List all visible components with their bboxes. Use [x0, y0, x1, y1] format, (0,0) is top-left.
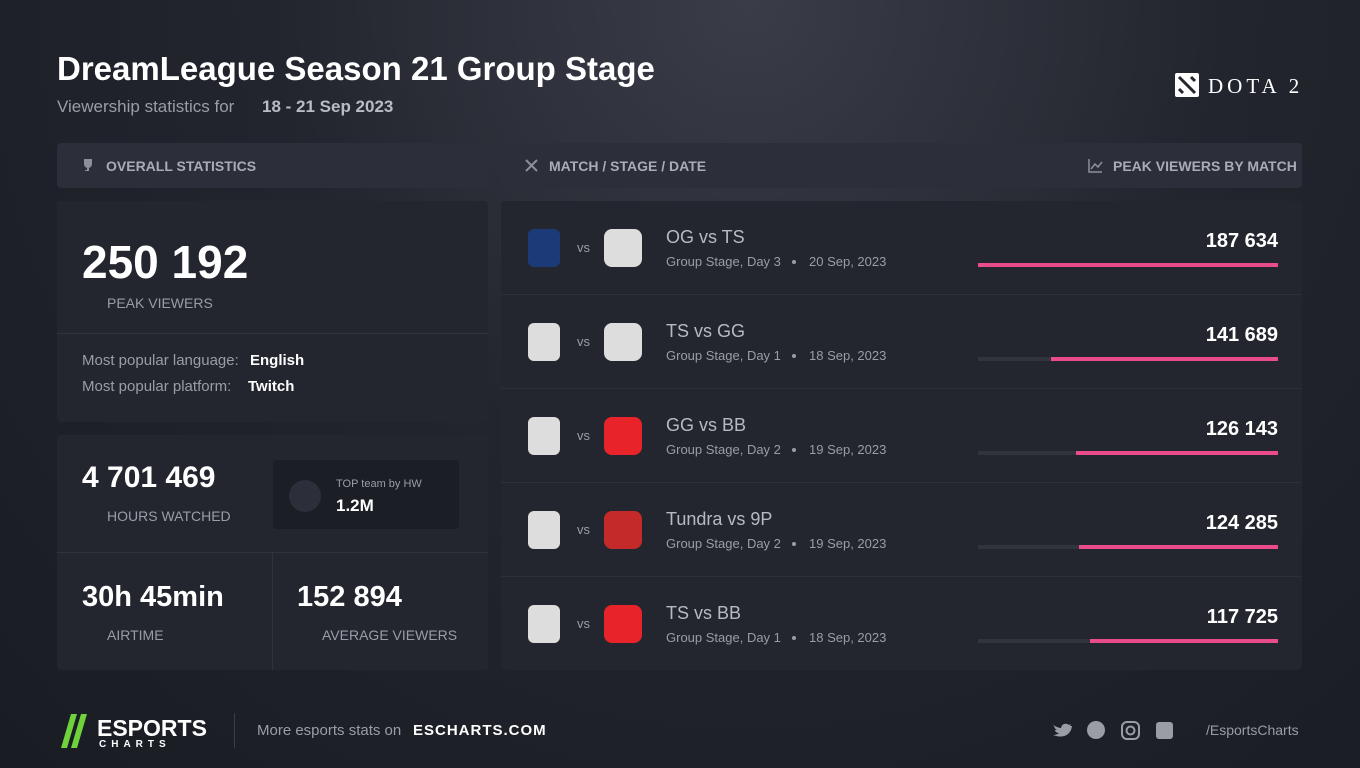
match-row: vs OG vs TS Group Stage, Day 3 20 Sep, 2023… — [501, 201, 1302, 295]
match-row: vs Tundra vs 9P Group Stage, Day 2 19 Sep, … — [501, 483, 1302, 577]
peak-card: 250 192 PEAK VIEWERS Most popular langua… — [57, 201, 488, 422]
brand-logo — [61, 714, 87, 748]
brand: ESPORTS — [97, 715, 207, 741]
hours-label: HOURS WATCHED — [107, 508, 231, 524]
top-team-label: TOP team by HW — [336, 478, 422, 490]
hours-value: 4 701 469 — [82, 461, 216, 494]
team-logo — [528, 323, 560, 361]
match-title: TS vs BB — [666, 603, 742, 623]
bar — [978, 263, 1278, 267]
match-stage: Group Stage, Day 1 — [666, 630, 781, 645]
handle: /EsportsCharts — [1206, 722, 1299, 738]
platform-label: Most popular platform: — [82, 378, 232, 395]
site-link[interactable]: ESCHARTS.COM — [413, 722, 547, 739]
title: DreamLeague Season 21 Group Stage — [57, 50, 655, 87]
overall-header: OVERALL STATISTICS — [57, 143, 488, 188]
language-value: English — [250, 352, 305, 369]
bar-track — [978, 639, 1278, 643]
peak-label: PEAK VIEWERS — [107, 295, 213, 311]
peak-value: 141 689 — [1205, 324, 1278, 346]
average-label: AVERAGE VIEWERS — [322, 627, 458, 643]
team-logo — [604, 605, 642, 643]
bar-track — [978, 263, 1278, 267]
dot — [792, 354, 796, 358]
airtime-label: AIRTIME — [107, 627, 164, 643]
team-logo — [604, 511, 642, 549]
dot — [792, 260, 796, 264]
peak-value: 117 725 — [1206, 606, 1278, 628]
dot — [792, 448, 796, 452]
match-date: 20 Sep, 2023 — [809, 254, 887, 269]
match-title: Tundra vs 9P — [666, 509, 773, 529]
social-icons — [1052, 721, 1173, 740]
language-label: Most popular language: — [82, 352, 239, 369]
matches-panel: vs OG vs TS Group Stage, Day 3 20 Sep, 2023… — [501, 201, 1302, 670]
team-logo — [528, 605, 560, 643]
team-logo — [528, 417, 560, 455]
peak-value: 250 192 — [82, 236, 249, 288]
match-title: GG vs BB — [666, 415, 747, 435]
peak-value: 187 634 — [1205, 230, 1278, 252]
top-team-box: TOP team by HW 1.2M — [273, 460, 459, 529]
more-text: More esports stats on — [257, 722, 402, 739]
bar — [1076, 451, 1278, 455]
team-logo — [528, 229, 560, 267]
match-stage: Group Stage, Day 2 — [666, 536, 781, 551]
match-date: 19 Sep, 2023 — [809, 536, 887, 551]
dot — [792, 636, 796, 640]
date-range: 18 - 21 Sep 2023 — [262, 97, 394, 116]
chart-icon — [1088, 159, 1103, 173]
overall-heading: OVERALL STATISTICS — [106, 158, 257, 174]
vs-label: vs — [577, 616, 590, 631]
team-logo — [289, 480, 321, 512]
match-stage: Group Stage, Day 1 — [666, 348, 781, 363]
team-logo — [528, 511, 560, 549]
match-date: 18 Sep, 2023 — [809, 630, 887, 645]
subtitle: Viewership statistics for — [57, 97, 235, 116]
matches-header: MATCH / STAGE / DATE PEAK VIEWERS BY MAT… — [501, 143, 1302, 188]
bar-track — [978, 451, 1278, 455]
peak-value: 124 285 — [1205, 512, 1278, 534]
platform-value: Twitch — [248, 378, 295, 395]
top-team-value: 1.2M — [336, 496, 374, 515]
match-title: TS vs GG — [666, 321, 746, 341]
match-row: vs TS vs GG Group Stage, Day 1 18 Sep, 2023… — [501, 295, 1302, 389]
match-stage: Group Stage, Day 2 — [666, 442, 781, 457]
vs-label: vs — [577, 428, 590, 443]
divider — [57, 333, 488, 334]
match-row: vs TS vs BB Group Stage, Day 1 18 Sep, 2023… — [501, 577, 1302, 670]
matches-heading: MATCH / STAGE / DATE — [549, 158, 707, 174]
bar-track — [978, 545, 1278, 549]
bar — [1089, 639, 1278, 643]
bar — [1079, 545, 1278, 549]
trophy-icon — [84, 159, 92, 171]
vs-label: vs — [577, 334, 590, 349]
match-title: OG vs TS — [666, 227, 745, 247]
team-logo — [604, 229, 642, 267]
airtime-value: 30h 45min — [82, 581, 224, 613]
bar — [1051, 357, 1278, 361]
peak-value: 126 143 — [1205, 418, 1278, 440]
match-date: 18 Sep, 2023 — [809, 348, 887, 363]
team-logo — [604, 417, 642, 455]
match-date: 19 Sep, 2023 — [809, 442, 887, 457]
peak-heading: PEAK VIEWERS BY MATCH — [1113, 158, 1297, 174]
team-logo — [604, 323, 642, 361]
vs-label: vs — [577, 240, 590, 255]
bar-track — [978, 357, 1278, 361]
game-name: DOTA 2 — [1208, 74, 1304, 98]
dot — [792, 542, 796, 546]
swords-icon — [525, 159, 538, 172]
vs-label: vs — [577, 522, 590, 537]
match-row: vs GG vs BB Group Stage, Day 2 19 Sep, 2023… — [501, 389, 1302, 483]
match-stage: Group Stage, Day 3 — [666, 254, 781, 269]
dota-logo — [1175, 73, 1199, 97]
divider — [234, 713, 235, 748]
stats-card: 4 701 469 HOURS WATCHED TOP team by HW 1… — [57, 435, 488, 670]
divider — [272, 552, 273, 670]
average-value: 152 894 — [297, 581, 402, 613]
brand-sub: CHARTS — [99, 739, 171, 750]
